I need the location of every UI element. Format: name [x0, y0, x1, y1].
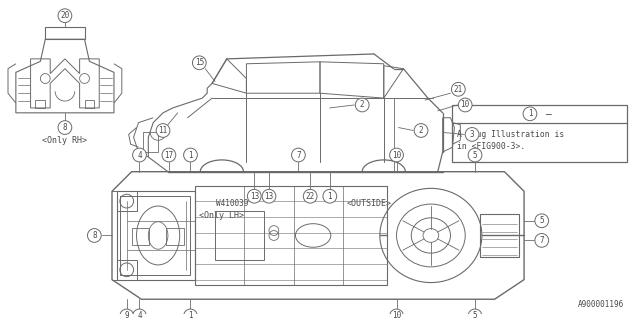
Bar [120, 196, 191, 275]
Text: 8: 8 [63, 123, 67, 132]
Circle shape [262, 189, 276, 203]
Text: 5: 5 [540, 216, 544, 225]
Text: –: – [540, 109, 552, 119]
Circle shape [414, 124, 428, 137]
Bar [166, 228, 184, 245]
Text: 10: 10 [392, 150, 401, 159]
Circle shape [468, 148, 482, 162]
Bar [452, 105, 627, 162]
Circle shape [323, 189, 337, 203]
Text: 13: 13 [264, 192, 274, 201]
Circle shape [355, 98, 369, 112]
Bar [84, 100, 94, 108]
Text: 4: 4 [137, 150, 142, 159]
Text: 1: 1 [527, 109, 532, 118]
Bar [117, 260, 136, 280]
Text: 10: 10 [461, 100, 470, 109]
Bar [117, 191, 136, 211]
Circle shape [465, 128, 479, 141]
Text: 2: 2 [360, 100, 365, 109]
Bar [35, 100, 45, 108]
Circle shape [390, 148, 403, 162]
Circle shape [535, 234, 548, 247]
Circle shape [120, 309, 134, 320]
Circle shape [184, 309, 197, 320]
Text: 17: 17 [164, 150, 173, 159]
Text: 21: 21 [454, 85, 463, 94]
Bar [195, 187, 387, 284]
Circle shape [132, 148, 147, 162]
Circle shape [162, 148, 176, 162]
Bar [480, 214, 519, 257]
Circle shape [248, 189, 261, 203]
Text: 9: 9 [124, 311, 129, 320]
Text: 13: 13 [250, 192, 259, 201]
Text: 1: 1 [188, 311, 193, 320]
Circle shape [292, 148, 305, 162]
Text: 7: 7 [540, 236, 544, 245]
Circle shape [468, 309, 482, 320]
Circle shape [451, 83, 465, 96]
Text: W410039: W410039 [216, 199, 248, 208]
Circle shape [458, 98, 472, 112]
Text: 10: 10 [392, 311, 401, 320]
Text: 1: 1 [328, 192, 332, 201]
Text: 4: 4 [137, 311, 142, 320]
Circle shape [193, 56, 206, 70]
Circle shape [390, 309, 403, 320]
Text: 3: 3 [470, 130, 474, 139]
Text: 1: 1 [188, 150, 193, 159]
Bar [45, 28, 84, 39]
Text: <Only RH>: <Only RH> [42, 136, 88, 145]
Text: 20: 20 [60, 11, 70, 20]
Text: 8: 8 [92, 231, 97, 240]
Text: 5: 5 [473, 311, 477, 320]
Text: <Only LH>: <Only LH> [200, 211, 244, 220]
Text: <OUTSIDE>: <OUTSIDE> [346, 199, 392, 208]
Circle shape [156, 124, 170, 137]
Bar [132, 228, 149, 245]
Circle shape [132, 309, 147, 320]
Text: 5: 5 [473, 150, 477, 159]
Text: 7: 7 [296, 150, 301, 159]
Text: 11: 11 [158, 126, 168, 135]
Circle shape [535, 214, 548, 228]
Bar [117, 191, 195, 280]
Text: A900001196: A900001196 [578, 300, 624, 309]
Circle shape [58, 9, 72, 23]
Circle shape [184, 148, 197, 162]
Text: 15: 15 [195, 58, 204, 67]
Text: 22: 22 [305, 192, 315, 201]
Circle shape [58, 121, 72, 134]
Text: 2: 2 [419, 126, 424, 135]
Circle shape [88, 228, 101, 242]
Circle shape [303, 189, 317, 203]
Text: in <FIG900-3>.: in <FIG900-3>. [458, 142, 525, 151]
Text: A plug Illustration is: A plug Illustration is [458, 131, 564, 140]
Circle shape [523, 107, 537, 121]
Bar [143, 132, 158, 152]
